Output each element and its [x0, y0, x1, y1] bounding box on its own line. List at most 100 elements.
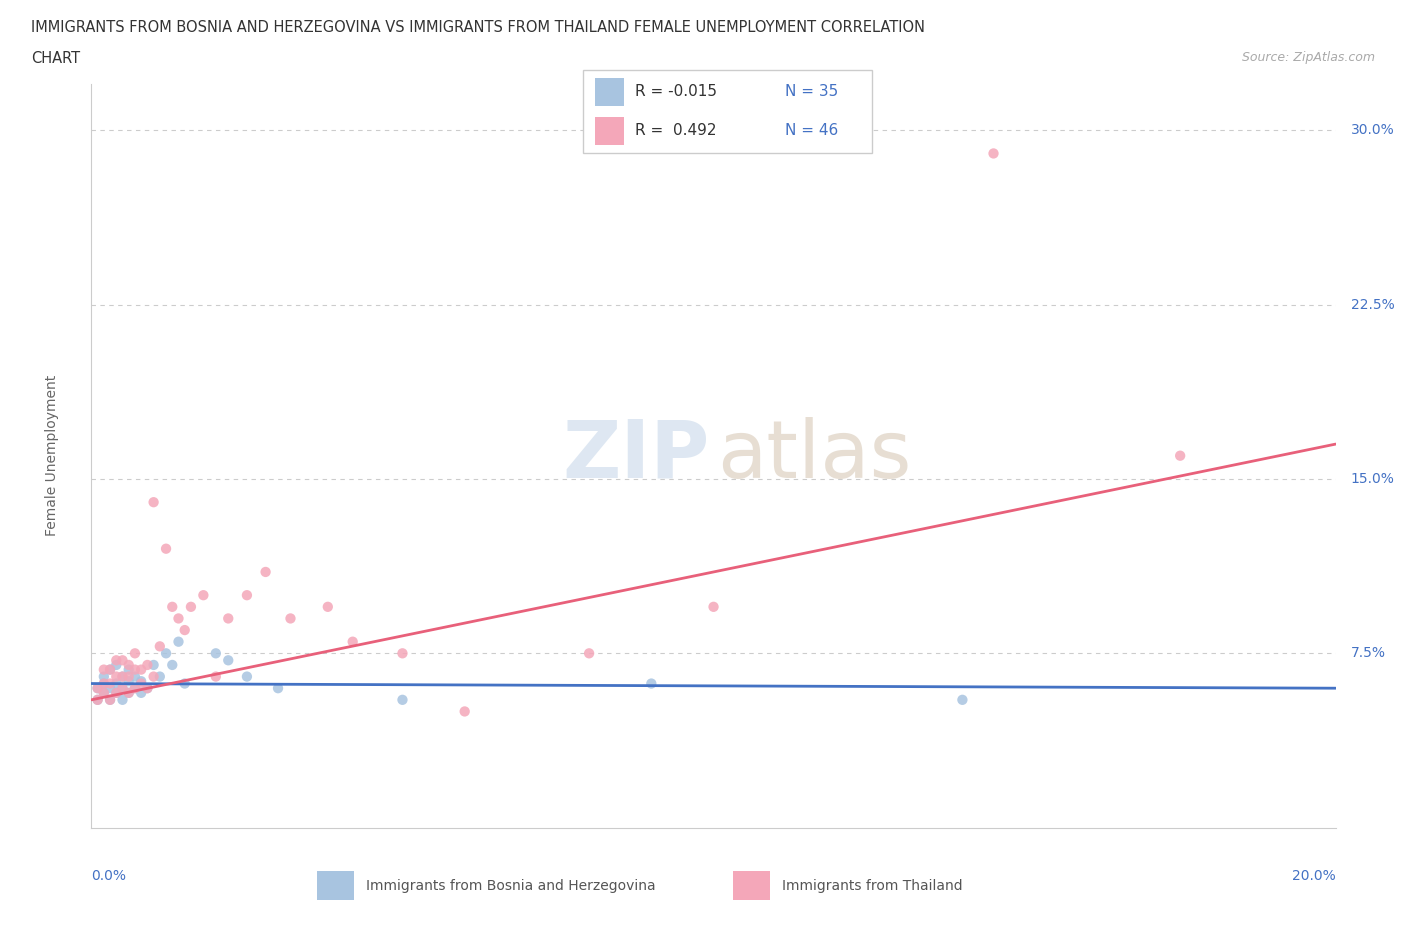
Point — [136, 658, 159, 672]
Point — [86, 692, 108, 707]
Text: Source: ZipAtlas.com: Source: ZipAtlas.com — [1241, 51, 1375, 64]
Point — [111, 681, 134, 696]
Point — [93, 676, 115, 691]
Point — [93, 676, 115, 691]
Point — [391, 645, 413, 660]
Point — [118, 662, 141, 677]
Text: 22.5%: 22.5% — [1351, 298, 1395, 312]
Point — [105, 676, 128, 691]
Point — [111, 670, 134, 684]
Point — [111, 653, 134, 668]
Point — [86, 681, 108, 696]
Point — [124, 681, 146, 696]
Point — [205, 670, 228, 684]
Point — [98, 681, 121, 696]
Point — [342, 634, 364, 649]
Point — [118, 673, 141, 688]
Point — [217, 611, 239, 626]
Point — [453, 704, 475, 719]
Point — [155, 645, 177, 660]
Point — [173, 676, 195, 691]
Point — [316, 600, 339, 615]
Point — [236, 670, 259, 684]
Text: Immigrants from Thailand: Immigrants from Thailand — [782, 879, 963, 893]
Point — [124, 670, 146, 684]
Point — [118, 685, 141, 700]
Text: N = 35: N = 35 — [785, 84, 838, 99]
Point — [111, 692, 134, 707]
Point — [640, 676, 662, 691]
Point — [950, 692, 973, 707]
Point — [105, 685, 128, 700]
FancyBboxPatch shape — [583, 70, 872, 153]
FancyBboxPatch shape — [318, 871, 354, 900]
Point — [105, 653, 128, 668]
Point — [118, 685, 141, 700]
Point — [142, 670, 165, 684]
Point — [105, 670, 128, 684]
Point — [118, 658, 141, 672]
Point — [129, 676, 152, 691]
Point — [236, 588, 259, 603]
Point — [118, 670, 141, 684]
Text: R = -0.015: R = -0.015 — [636, 84, 717, 99]
Point — [280, 611, 302, 626]
Point — [111, 681, 134, 696]
Point — [129, 685, 152, 700]
Point — [136, 681, 159, 696]
Point — [111, 670, 134, 684]
Text: N = 46: N = 46 — [785, 124, 838, 139]
FancyBboxPatch shape — [595, 78, 624, 106]
Text: CHART: CHART — [31, 51, 80, 66]
Point — [155, 541, 177, 556]
Text: 30.0%: 30.0% — [1351, 123, 1395, 138]
Point — [173, 623, 195, 638]
Point — [136, 681, 159, 696]
Point — [983, 146, 1005, 161]
Point — [98, 676, 121, 691]
Point — [254, 565, 277, 579]
Point — [142, 658, 165, 672]
Point — [93, 685, 115, 700]
Point — [105, 658, 128, 672]
Text: R =  0.492: R = 0.492 — [636, 124, 717, 139]
Point — [129, 662, 152, 677]
Point — [149, 670, 172, 684]
Point — [86, 692, 108, 707]
Point — [98, 662, 121, 677]
Text: 7.5%: 7.5% — [1351, 646, 1386, 660]
Point — [124, 645, 146, 660]
Point — [205, 645, 228, 660]
Point — [124, 662, 146, 677]
FancyBboxPatch shape — [595, 117, 624, 145]
Point — [149, 639, 172, 654]
Point — [129, 673, 152, 688]
FancyBboxPatch shape — [734, 871, 770, 900]
Text: atlas: atlas — [717, 417, 911, 495]
Point — [162, 600, 184, 615]
Point — [86, 681, 108, 696]
Text: 15.0%: 15.0% — [1351, 472, 1395, 486]
Text: 20.0%: 20.0% — [1292, 869, 1336, 883]
Point — [167, 611, 190, 626]
Point — [193, 588, 215, 603]
Point — [93, 670, 115, 684]
Text: IMMIGRANTS FROM BOSNIA AND HERZEGOVINA VS IMMIGRANTS FROM THAILAND FEMALE UNEMPL: IMMIGRANTS FROM BOSNIA AND HERZEGOVINA V… — [31, 20, 925, 35]
Point — [162, 658, 184, 672]
Point — [391, 692, 413, 707]
Point — [267, 681, 290, 696]
Point — [167, 634, 190, 649]
Point — [217, 653, 239, 668]
Point — [98, 662, 121, 677]
Point — [142, 495, 165, 510]
Text: 0.0%: 0.0% — [91, 869, 127, 883]
Text: ZIP: ZIP — [562, 417, 710, 495]
Point — [702, 600, 725, 615]
Text: Immigrants from Bosnia and Herzegovina: Immigrants from Bosnia and Herzegovina — [367, 879, 657, 893]
Point — [98, 692, 121, 707]
Text: Female Unemployment: Female Unemployment — [45, 375, 59, 537]
Point — [93, 685, 115, 700]
Point — [93, 662, 115, 677]
Point — [1168, 448, 1191, 463]
Point — [105, 685, 128, 700]
